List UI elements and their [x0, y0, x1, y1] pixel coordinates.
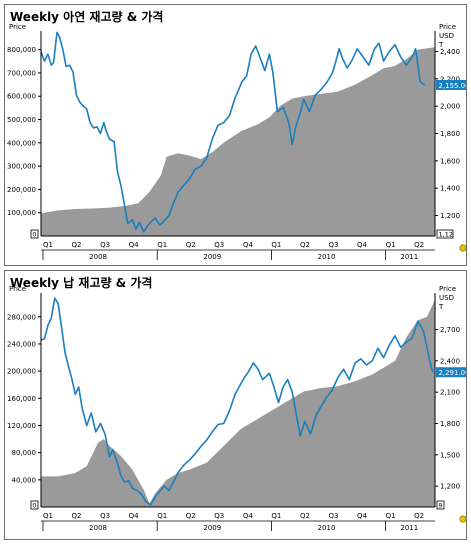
- year-label: 2008: [89, 253, 107, 261]
- quarter-tick-label: Q1: [271, 512, 281, 520]
- last-price-tag: 2,291.00: [438, 369, 466, 377]
- right-axis-tick-label: 2,700: [440, 326, 460, 334]
- left-axis-tick-label: 280,000: [7, 313, 36, 321]
- left-min-marker: 0: [32, 502, 36, 510]
- right-min-marker: 1,12: [439, 231, 453, 239]
- right-axis-label: T: [438, 41, 444, 49]
- left-axis-tick-label: 600,000: [7, 93, 36, 101]
- year-label: 2008: [89, 524, 107, 532]
- year-label: 2010: [318, 524, 336, 532]
- zinc-chart-panel: Weekly 아연 재고량 & 가격 Price 800,000 700,000 60…: [4, 4, 467, 266]
- right-axis-label: USD: [439, 32, 454, 40]
- right-axis-tick-label: 1,400: [440, 185, 460, 193]
- chart-title: Weekly 아연 재고량 & 가격: [10, 10, 164, 24]
- last-price-tag: 2,155.00: [438, 82, 466, 90]
- right-axis-tick-label: 1,200: [440, 212, 460, 220]
- quarter-tick-label: Q4: [129, 241, 140, 249]
- year-label: 2011: [400, 253, 418, 261]
- quarter-tick-label: Q3: [329, 512, 339, 520]
- quarter-tick-label: Q2: [72, 241, 82, 249]
- left-min-marker-box: [30, 500, 39, 510]
- right-min-marker-box: [436, 229, 454, 239]
- right-min-marker-box: [436, 500, 445, 510]
- right-axis-tick-label: 1,800: [440, 130, 460, 138]
- quarter-tick-label: Q1: [157, 241, 167, 249]
- quarter-tick-label: Q4: [357, 241, 368, 249]
- year-label: 2009: [203, 524, 221, 532]
- inventory-area: [41, 299, 435, 507]
- quarter-tick-label: Q2: [300, 512, 310, 520]
- quarter-tick-label: Q1: [386, 512, 396, 520]
- last-price-tag-bg: [436, 79, 466, 90]
- year-label: 2009: [203, 253, 221, 261]
- left-min-marker: 0: [32, 231, 36, 239]
- quarter-tick-label: Q1: [271, 241, 281, 249]
- right-axis-tick-label: 2,000: [440, 103, 460, 111]
- right-axis-tick-label: 1,600: [440, 157, 460, 165]
- left-axis-tick-label: 160,000: [7, 395, 36, 403]
- right-axis-label: USD: [439, 294, 454, 302]
- right-axis-tick-label: 2,400: [440, 48, 460, 56]
- right-axis-tick-label: 2,200: [440, 75, 460, 83]
- quarter-tick-label: Q2: [186, 241, 196, 249]
- left-axis-tick-label: 200,000: [7, 368, 36, 376]
- quarter-tick-label: Q1: [43, 241, 53, 249]
- left-min-marker-box: [30, 229, 39, 239]
- left-axis-tick-label: 700,000: [7, 69, 36, 77]
- right-axis-label: Price: [439, 23, 456, 31]
- quarter-tick-label: Q2: [72, 512, 82, 520]
- year-label: 2010: [318, 253, 336, 261]
- left-axis-tick-label: 200,000: [7, 186, 36, 194]
- quarter-tick-label: Q4: [243, 241, 254, 249]
- corner-legend-icon: [459, 244, 466, 252]
- zinc-chart-svg: Price 800,000 700,000 600,000 500,000 400,000…: [7, 23, 466, 261]
- quarter-tick-label: Q3: [214, 241, 224, 249]
- quarter-tick-label: Q2: [300, 241, 310, 249]
- inventory-area: [41, 47, 435, 236]
- quarter-tick-label: Q3: [214, 512, 224, 520]
- right-axis-tick-label: 2,400: [440, 357, 460, 365]
- right-min-marker: 9: [439, 502, 443, 510]
- quarter-tick-label: Q3: [100, 241, 110, 249]
- quarter-tick-label: Q4: [357, 512, 368, 520]
- quarter-tick-label: Q2: [414, 512, 424, 520]
- right-axis-tick-label: 1,200: [440, 483, 460, 491]
- right-axis-tick-label: 1,800: [440, 420, 460, 428]
- left-axis-tick-label: 300,000: [7, 163, 36, 171]
- corner-legend-icon: [459, 515, 466, 523]
- price-line: [40, 297, 434, 506]
- quarter-tick-label: Q2: [186, 512, 196, 520]
- quarter-tick-label: Q1: [43, 512, 53, 520]
- quarter-tick-label: Q4: [243, 512, 254, 520]
- quarter-tick-label: Q4: [129, 512, 140, 520]
- left-axis-tick-label: 500,000: [7, 116, 36, 124]
- left-axis-tick-label: 120,000: [7, 422, 36, 430]
- quarter-tick-label: Q2: [414, 241, 424, 249]
- lead-chart-panel: Weekly 납 재고량 & 가격 Price 280,000 240,000 200…: [4, 270, 467, 540]
- quarter-tick-label: Q3: [100, 512, 110, 520]
- last-price-tag-bg: [436, 367, 466, 378]
- year-label: 2011: [400, 524, 418, 532]
- left-axis-tick-label: 800,000: [7, 46, 36, 54]
- chart-title: Weekly 납 재고량 & 가격: [10, 276, 153, 290]
- right-axis-tick-label: 1,500: [440, 451, 460, 459]
- left-axis-label: Price: [9, 285, 26, 293]
- price-line: [40, 31, 426, 233]
- left-axis-tick-label: 400,000: [7, 139, 36, 147]
- right-axis-tick-label: 2,100: [440, 389, 460, 397]
- left-axis-tick-label: 240,000: [7, 340, 36, 348]
- left-axis-tick-label: 40,000: [12, 476, 37, 484]
- right-axis-label: T: [438, 303, 444, 311]
- left-axis-tick-label: 100,000: [7, 209, 36, 217]
- quarter-tick-label: Q1: [386, 241, 396, 249]
- left-axis-tick-label: 80,000: [12, 449, 37, 457]
- right-axis-label: Price: [439, 285, 456, 293]
- quarter-tick-label: Q1: [157, 512, 167, 520]
- left-axis-label: Price: [9, 23, 26, 31]
- quarter-tick-label: Q3: [329, 241, 339, 249]
- lead-chart-svg: Price 280,000 240,000 200,000 160,000 120,000…: [7, 285, 466, 532]
